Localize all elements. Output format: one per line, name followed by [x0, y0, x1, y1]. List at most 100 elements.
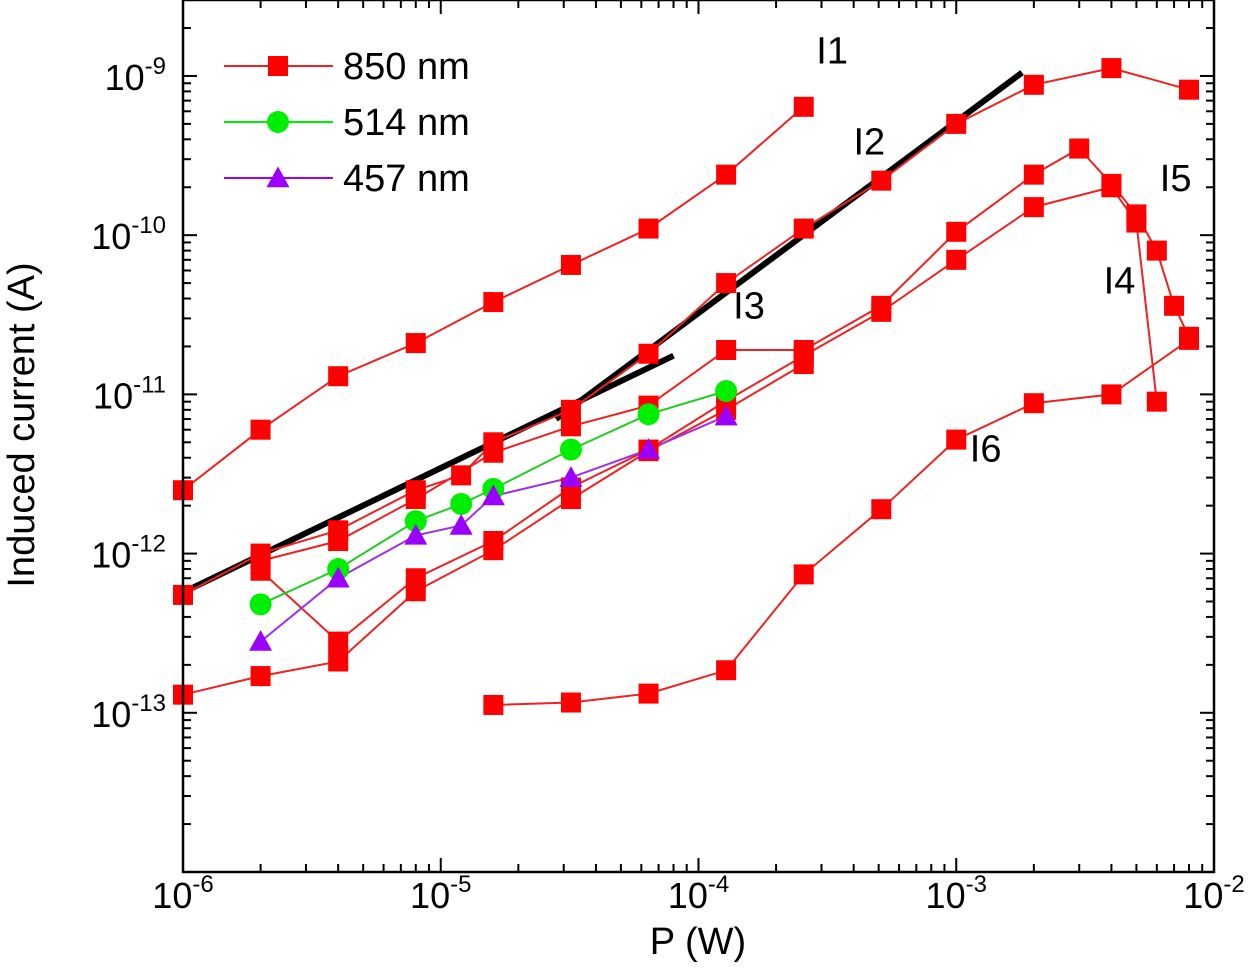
data-point: [1146, 391, 1167, 412]
data-point: [1179, 79, 1200, 100]
x-tick-label: 10-2: [1183, 871, 1244, 916]
axis-ticks: 10-6 10-5 10-4 10-3 10-2 10-13 10-12 10-11 10-10…: [91, 0, 1245, 916]
data-point: [328, 366, 349, 387]
series-annotation: I4: [1104, 261, 1136, 303]
legend-marker: [267, 111, 289, 133]
data-point: [451, 465, 472, 486]
data-point: [714, 404, 738, 426]
data-point: [1023, 74, 1044, 95]
data-point: [405, 489, 426, 510]
data-point: [1069, 138, 1090, 159]
series-annotation: I3: [733, 285, 765, 327]
fit-lines: [181, 70, 1024, 596]
data-point: [450, 492, 473, 515]
data-point: [793, 218, 814, 239]
data-point: [481, 484, 505, 506]
data-point: [946, 221, 967, 242]
data-point: [1023, 164, 1044, 185]
x-tick-label: 10-4: [668, 871, 729, 916]
y-axis-title: Induced current (A): [1, 262, 43, 587]
y-tick-label: 10-10: [91, 212, 166, 257]
data-point: [716, 660, 737, 681]
series-line: [260, 390, 727, 606]
data-point: [405, 333, 426, 354]
data-point: [560, 692, 581, 713]
data-point: [483, 292, 504, 313]
series-annotation: I1: [816, 30, 848, 72]
data-point: [946, 429, 967, 450]
data-point: [249, 630, 273, 651]
data-point: [1101, 384, 1122, 405]
data-point: [560, 254, 581, 275]
data-point: [405, 581, 426, 602]
data-point: [871, 499, 892, 520]
legend-marker: [266, 166, 290, 188]
y-tick-label: 10-12: [91, 531, 166, 576]
data-point: [449, 514, 473, 535]
data-point: [871, 170, 892, 191]
legend-label: 457 nm: [343, 158, 470, 200]
series-markers: [173, 58, 1200, 715]
data-point: [560, 399, 581, 420]
data-point: [1101, 177, 1122, 198]
y-tick-label: 10-11: [93, 371, 166, 416]
series-lines: [182, 67, 1190, 706]
x-axis-title: P (W): [650, 921, 746, 963]
series-line: [493, 339, 1190, 706]
data-point: [716, 339, 737, 360]
data-point: [946, 249, 967, 270]
legend-marker: [268, 56, 288, 76]
data-point: [483, 442, 504, 463]
data-point: [326, 566, 350, 588]
data-point: [1126, 212, 1147, 233]
series-annotation: I6: [970, 428, 1002, 470]
data-point: [250, 419, 271, 440]
data-point: [793, 564, 814, 585]
data-point: [637, 438, 661, 459]
data-point: [638, 683, 659, 704]
legend: 850 nm 514 nm 457 nm: [224, 46, 470, 200]
data-point: [637, 403, 660, 426]
data-point: [1023, 197, 1044, 218]
data-point: [793, 354, 814, 375]
data-point: [716, 273, 737, 294]
data-point: [328, 651, 349, 672]
data-point: [404, 510, 427, 533]
data-point: [483, 694, 504, 715]
data-point: [716, 164, 737, 185]
series-annotation: I2: [853, 122, 885, 164]
series-annotation: I5: [1160, 158, 1192, 200]
legend-label: 850 nm: [343, 46, 470, 88]
data-point: [404, 523, 428, 545]
data-point: [1146, 240, 1167, 261]
series-line: [259, 415, 727, 643]
x-tick-label: 10-5: [410, 871, 471, 916]
data-point: [638, 343, 659, 364]
y-tick-label: 10-13: [91, 690, 166, 735]
plot-frame: [181, 0, 1216, 874]
data-point: [559, 466, 583, 487]
data-point: [871, 301, 892, 322]
data-point: [249, 593, 272, 616]
data-point: [559, 438, 582, 461]
fit-line: [554, 70, 1024, 422]
annotations: I1 I2 I3 I4 I5 I6: [733, 30, 1191, 470]
data-point: [560, 489, 581, 510]
series-line: [182, 363, 805, 696]
data-point: [328, 631, 349, 652]
data-point: [250, 666, 271, 687]
data-point: [1023, 393, 1044, 414]
series-line: [182, 67, 1190, 596]
x-tick-label: 10-6: [152, 871, 213, 916]
data-point: [560, 416, 581, 437]
data-point: [1179, 329, 1200, 350]
data-point: [483, 540, 504, 561]
data-point: [1101, 58, 1122, 79]
y-tick-label: 10-9: [105, 53, 166, 98]
data-point: [1164, 295, 1185, 316]
data-point: [328, 530, 349, 551]
legend-label: 514 nm: [343, 102, 470, 144]
x-tick-label: 10-3: [926, 871, 987, 916]
data-point: [946, 113, 967, 134]
